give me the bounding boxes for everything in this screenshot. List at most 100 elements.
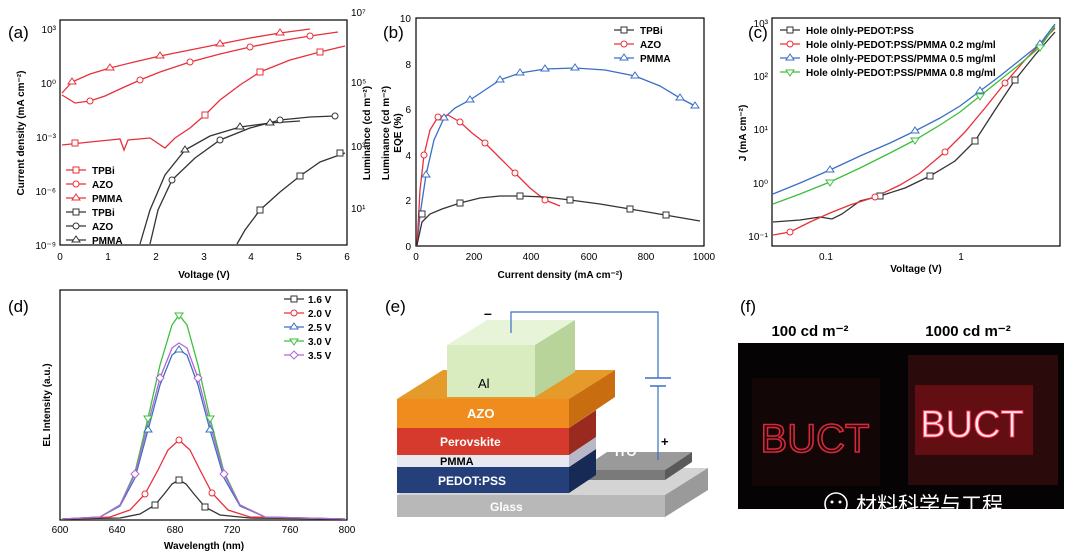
d-legend-item-2: 2.5 V — [284, 322, 332, 334]
panel-f: (f) 100 cd m⁻² 1000 cd m⁻² BUCT BUCT 材料科… — [738, 297, 1064, 517]
a-legend-triangle-icon — [71, 193, 81, 201]
b-marker-sq-2 — [456, 199, 464, 207]
d-xtick-1: 640 — [109, 525, 126, 536]
d-legend-circle-icon — [290, 309, 298, 317]
pmma-front — [397, 455, 569, 467]
b-marker-sq-3 — [516, 192, 524, 200]
a-marker-sq-r1 — [71, 139, 79, 147]
d-marker-dia-1 — [130, 469, 140, 479]
b-xtick-0: 0 — [413, 252, 419, 263]
b-marker-tri-6 — [540, 64, 550, 72]
a-marker-circ-r5 — [306, 32, 314, 40]
b-ylabel-left: Luminance (cd m⁻²) — [381, 86, 392, 180]
a-legend-label-3: TPBi — [92, 208, 115, 219]
a-marker-tri-k1 — [180, 145, 190, 153]
a-marker-sq-k2 — [296, 172, 304, 180]
ito-side — [665, 452, 692, 480]
a-ytick-r2: 10³ — [351, 142, 366, 153]
d-marker-dia-3 — [193, 373, 203, 383]
c-markers — [786, 39, 1045, 236]
circuit-wire-top — [510, 311, 659, 378]
a-xlabel: Voltage (V) — [178, 270, 229, 281]
layer-azo-label: AZO — [467, 406, 494, 421]
c-marker-tri-down-1 — [825, 179, 835, 187]
a-legend-item-2: PMMA — [66, 193, 123, 205]
panel-b-label: (b) — [383, 23, 404, 42]
a-marker-circ-k4 — [331, 112, 339, 120]
d-xtick-0: 600 — [52, 525, 69, 536]
a-legend-label-2: PMMA — [92, 194, 123, 205]
c-marker-tri-3 — [975, 86, 985, 94]
b-ytick-1: 2 — [405, 196, 411, 207]
pmma-side — [569, 437, 596, 467]
device-text-right: BUCT — [920, 404, 1023, 446]
a-ytick-r3: 10¹ — [351, 204, 366, 215]
a-marker-tri-r5 — [275, 28, 285, 36]
d-curve-30 — [61, 313, 346, 520]
d-marker-sq-1 — [151, 501, 159, 509]
c-legend-item-1: Hole olnly-PEDOT:PSS/PMMA 0.2 mg/ml — [780, 40, 996, 51]
b-legend-item-2: PMMA — [614, 53, 671, 65]
a-marker-circ-k2 — [216, 136, 224, 144]
a-ytick-r0: 10⁷ — [351, 8, 366, 19]
c-marker-sq-4 — [1011, 76, 1019, 84]
a-legend-triangle-icon — [71, 235, 81, 243]
panel-a-yticks-left: 10³ 10⁰ 10⁻³ 10⁻⁶ 10⁻⁹ — [35, 25, 56, 252]
d-marker-dia-4 — [219, 469, 229, 479]
a-legend-item-5: PMMA — [66, 235, 123, 247]
a-legend-label-0: TPBi — [92, 166, 115, 177]
d-ylabel: EL Intensity (a.u.) — [42, 363, 53, 446]
b-ytick-2: 4 — [405, 151, 411, 162]
a-xtick-0: 0 — [57, 252, 63, 263]
b-legend-circle-icon — [620, 40, 628, 48]
c-marker-sq-2 — [926, 172, 934, 180]
d-marker-tri-2 — [174, 345, 184, 353]
d-marker-circ-2 — [175, 436, 183, 444]
d-legend: 1.6 V 2.0 V 2.5 V 3.0 V 3.5 V — [284, 295, 332, 362]
a-marker-circ-r2 — [136, 76, 144, 84]
a-ytick-l4: 10⁻⁹ — [35, 241, 56, 252]
c-marker-circ-3 — [941, 148, 949, 156]
panel-a: (a) 0 1 2 3 4 5 6 Voltage (V) 10³ 10⁰ 10… — [8, 8, 373, 281]
device-right-glow — [915, 385, 1033, 455]
d-marker-sq-3 — [201, 503, 209, 511]
panel-c: (c) 0.1 1 Voltage (V) 10³ 10² 10¹ 10⁰ 10… — [738, 17, 1061, 275]
a-curve-azo-l — [149, 115, 336, 245]
c-ytick-1: 10² — [754, 72, 769, 83]
a-marker-tri-r3 — [155, 51, 165, 59]
d-marker-tri-1 — [143, 425, 153, 433]
b-marker-tri-3 — [465, 95, 475, 103]
b-marker-circ-5 — [511, 169, 519, 177]
c-marker-circ-4 — [1001, 79, 1009, 87]
a-marker-circ-k1 — [168, 176, 176, 184]
glass-side — [665, 468, 708, 517]
a-marker-sq-k1 — [256, 206, 264, 214]
c-xtick-0: 0.1 — [819, 252, 833, 263]
b-xtick-5: 1000 — [693, 252, 716, 263]
panel-d-axes — [59, 289, 348, 521]
device-text-left: BUCT — [761, 417, 870, 461]
d-legend-item-1: 2.0 V — [284, 309, 332, 320]
a-ytick-l0: 10³ — [42, 25, 57, 36]
panel-c-xticks: 0.1 1 — [819, 252, 964, 263]
a-xtick-6: 6 — [344, 252, 350, 263]
a-marker-circ-r1 — [86, 97, 94, 105]
d-curve-35 — [61, 342, 346, 520]
layer-pedot-label: PEDOT:PSS — [438, 474, 506, 488]
a-legend-item-4: AZO — [66, 222, 113, 233]
a-legend-circle-icon — [72, 222, 80, 230]
a-xtick-2: 2 — [153, 252, 159, 263]
d-legend-label-3: 3.0 V — [308, 337, 332, 348]
c-curve-pedot — [772, 31, 1056, 223]
d-xtick-2: 680 — [167, 525, 184, 536]
c-legend-triangle-icon — [785, 53, 795, 61]
al-front — [447, 345, 535, 397]
plus-sign: + — [661, 434, 669, 449]
layer-glass-label: Glass — [490, 500, 523, 514]
d-legend-diamond-icon — [289, 350, 299, 360]
d-xtick-4: 760 — [282, 525, 299, 536]
a-legend-square-icon — [72, 166, 80, 174]
panel-b-axes — [415, 17, 705, 247]
b-marker-tri-4 — [495, 75, 505, 83]
a-curve-azo-j — [61, 31, 339, 104]
